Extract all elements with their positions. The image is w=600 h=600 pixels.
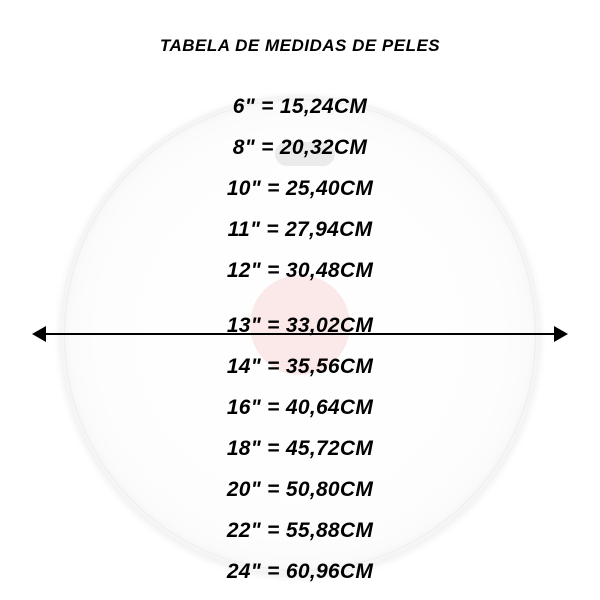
measure-row: 11" = 27,94CM — [228, 218, 373, 242]
measure-text: 16" = 40,64CM — [227, 396, 373, 419]
measure-text: 11" = 27,94CM — [228, 218, 373, 241]
measure-text: 12" = 30,48CM — [227, 259, 373, 282]
measure-text: 20" = 50,80CM — [227, 478, 373, 501]
measure-text: 14" = 35,56CM — [227, 355, 373, 378]
measure-text: 13" = 33,02CM — [227, 314, 373, 337]
measure-text: 22" = 55,88CM — [227, 519, 373, 542]
measure-text: 24" = 60,96CM — [227, 560, 373, 583]
measure-row: 16" = 40,64CM — [227, 396, 373, 420]
measure-text: 10" = 25,40CM — [227, 177, 373, 200]
measure-row: 18" = 45,72CM — [227, 437, 373, 461]
measure-row: 22" = 55,88CM — [227, 519, 373, 543]
measure-row: 8" = 20,32CM — [233, 136, 367, 160]
measure-text: 6" = 15,24CM — [233, 95, 367, 118]
measure-row: 10" = 25,40CM — [227, 177, 373, 201]
measure-row: 20" = 50,80CM — [227, 478, 373, 502]
measure-row: 12" = 30,48CM — [227, 259, 373, 283]
measure-row: 14" = 35,56CM — [227, 355, 373, 379]
measure-text: 8" = 20,32CM — [233, 136, 367, 159]
measure-row: 13" = 33,02CM — [227, 314, 373, 338]
measure-text: 18" = 45,72CM — [227, 437, 373, 460]
page-title: TABELA DE MEDIDAS DE PELES — [0, 36, 600, 56]
infographic-container: TABELA DE MEDIDAS DE PELES 6" = 15,24CM … — [0, 0, 600, 600]
measurements-list: 6" = 15,24CM 8" = 20,32CM 10" = 25,40CM … — [0, 95, 600, 584]
measure-row: 24" = 60,96CM — [227, 560, 373, 584]
measure-row: 6" = 15,24CM — [233, 95, 367, 119]
